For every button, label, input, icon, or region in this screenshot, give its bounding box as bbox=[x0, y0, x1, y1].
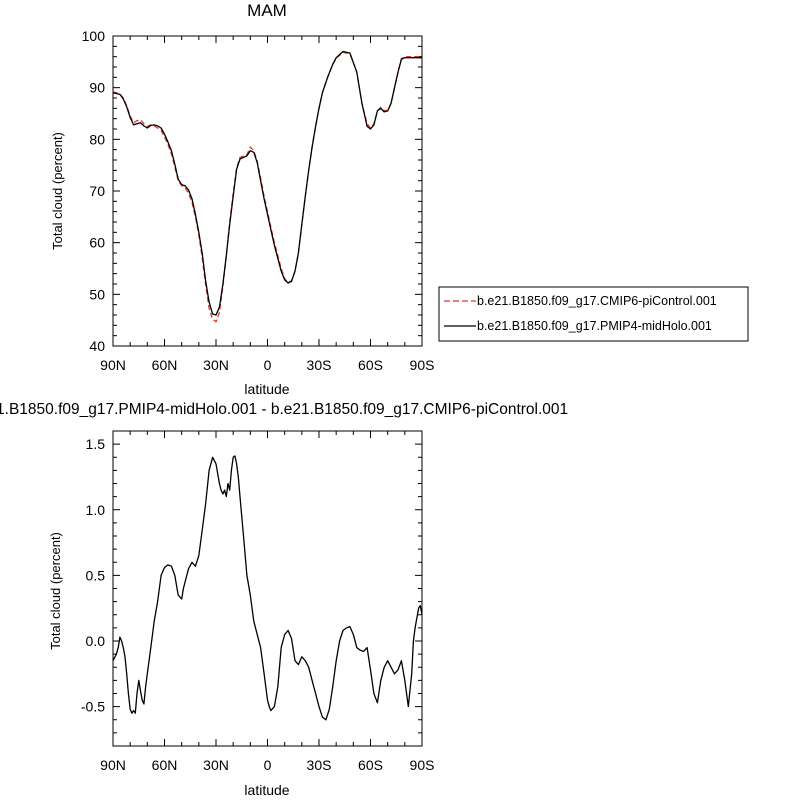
legend-label-picontrol: b.e21.B1850.f09_g17.CMIP6-piControl.001 bbox=[477, 294, 717, 308]
y-tick-label: 90 bbox=[89, 80, 105, 96]
x-tick-label: 60N bbox=[152, 357, 178, 373]
x-tick-label: 60S bbox=[358, 357, 383, 373]
y-tick-label: 70 bbox=[89, 183, 105, 199]
series-line-0 bbox=[112, 51, 422, 323]
x-tick-label: 30S bbox=[307, 357, 332, 373]
y-tick-label: 60 bbox=[89, 235, 105, 251]
x-tick-label: 90S bbox=[410, 757, 435, 773]
top-x-axis-label: latitude bbox=[244, 381, 289, 397]
y-tick-label: -0.5 bbox=[81, 699, 105, 715]
top-chart-title: MAM bbox=[247, 1, 287, 20]
y-tick-label: 80 bbox=[89, 131, 105, 147]
x-tick-label: 90N bbox=[100, 357, 126, 373]
y-tick-label: 1.5 bbox=[86, 436, 106, 452]
y-tick-label: 40 bbox=[89, 338, 105, 354]
y-tick-label: 50 bbox=[89, 286, 105, 302]
bottom-chart-title: b.e21.B1850.f09_g17.PMIP4-midHolo.001 - … bbox=[0, 401, 568, 418]
x-tick-label: 90N bbox=[100, 757, 126, 773]
legend: b.e21.B1850.f09_g17.CMIP6-piControl.001 … bbox=[438, 286, 749, 342]
series-line-1 bbox=[112, 50, 422, 316]
bottom-plot: b.e21.B1850.f09_g17.PMIP4-midHolo.001 - … bbox=[0, 401, 568, 798]
x-tick-label: 60S bbox=[358, 757, 383, 773]
plot-frame bbox=[112, 35, 423, 347]
legend-box bbox=[438, 286, 749, 342]
x-tick-label: 30N bbox=[203, 357, 229, 373]
y-tick-label: 100 bbox=[82, 28, 106, 44]
bottom-x-axis-label: latitude bbox=[244, 782, 289, 798]
top-plot: MAM Total cloud (percent) latitude 90N 60… bbox=[50, 1, 434, 397]
top-y-axis-label: Total cloud (percent) bbox=[50, 132, 65, 250]
x-tick-label: 30S bbox=[307, 757, 332, 773]
x-tick-label: 0 bbox=[264, 357, 272, 373]
y-tick-label: 1.0 bbox=[86, 502, 106, 518]
bottom-y-axis-label: Total cloud (percent) bbox=[48, 532, 63, 650]
series-line-0 bbox=[112, 455, 423, 721]
y-tick-label: 0.0 bbox=[86, 633, 106, 649]
x-tick-label: 90S bbox=[410, 357, 435, 373]
x-tick-label: 0 bbox=[264, 757, 272, 773]
x-tick-label: 60N bbox=[152, 757, 178, 773]
y-tick-label: 0.5 bbox=[86, 567, 106, 583]
legend-label-midholo: b.e21.B1850.f09_g17.PMIP4-midHolo.001 bbox=[477, 319, 712, 333]
x-tick-label: 30N bbox=[203, 757, 229, 773]
